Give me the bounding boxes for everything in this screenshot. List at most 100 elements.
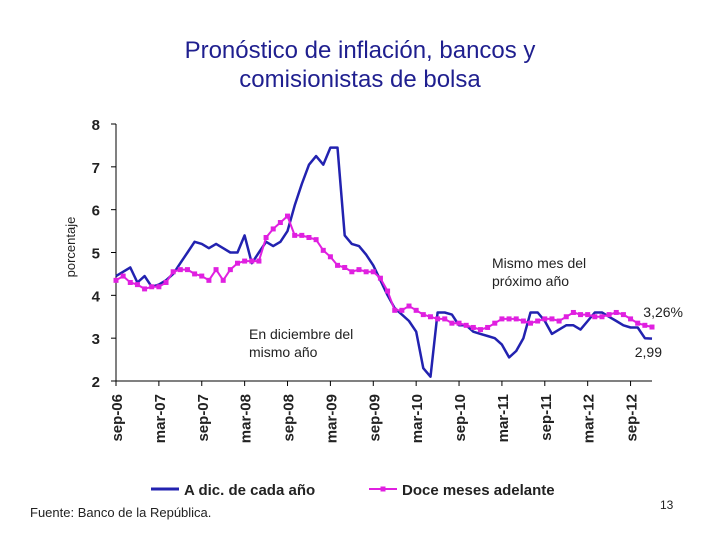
series-point-doce-meses-53 [492,320,498,326]
legend-swatch-doce-meses-marker [380,486,386,492]
x-tick-label-mar-11: mar-11 [495,394,512,442]
series-point-doce-meses-13 [206,277,212,283]
series-point-doce-meses-39 [392,307,398,313]
series-point-doce-meses-60 [542,316,548,322]
series-point-doce-meses-38 [385,288,391,294]
chart-title-line-1: Pronóstico de inflación, bancos y [184,37,536,64]
series-point-doce-meses-31 [335,262,341,268]
series-point-doce-meses-45 [435,316,441,322]
series-point-doce-meses-29 [320,247,326,253]
series-point-doce-meses-19 [249,258,255,264]
series-line-a-dic [115,146,653,378]
x-tick-label-mar-12: mar-12 [581,394,598,443]
x-tick-label-sep-10: sep-10 [452,394,469,442]
series-point-doce-meses-18 [242,258,248,264]
legend-label-a-dic: A dic. de cada año [184,482,315,499]
series-point-doce-meses-1 [120,273,126,279]
series-point-doce-meses-62 [556,318,562,324]
series-point-doce-meses-4 [142,286,148,292]
series-line-doce-meses [115,215,653,331]
series-point-doce-meses-65 [578,312,584,318]
series-point-doce-meses-64 [570,309,576,315]
y-tick-label-4: 4 [92,288,101,305]
series-point-doce-meses-43 [420,312,426,318]
series-point-doce-meses-55 [506,316,512,322]
series-point-doce-meses-35 [363,269,369,275]
series-point-doce-meses-12 [199,273,205,279]
series-point-doce-meses-23 [277,220,283,226]
series-point-doce-meses-26 [299,232,305,238]
series-point-doce-meses-10 [184,267,190,273]
series-point-doce-meses-69 [606,312,612,318]
plot-area: 2 3 4 5 6 7 8 porcentaje sep-06 mar-07 sep-07 mar-0… [63,117,683,499]
series-point-doce-meses-7 [163,279,169,285]
annotation-mismo-mes-line-1: Mismo mes del [492,255,586,271]
series-point-doce-meses-61 [549,316,555,322]
series-point-doce-meses-37 [377,275,383,281]
y-tick-label-8: 8 [92,117,100,134]
series-point-doce-meses-66 [585,312,591,318]
series-point-doce-meses-75 [649,324,655,330]
y-tick-label-2: 2 [92,374,100,391]
series-point-doce-meses-68 [599,314,605,320]
x-tick-label-sep-12: sep-12 [624,394,641,442]
series-point-doce-meses-14 [213,267,219,273]
series-point-doce-meses-59 [535,318,541,324]
x-tick-label-sep-09: sep-09 [366,394,383,442]
series-point-doce-meses-42 [413,307,419,313]
chart-title-line-2: comisionistas de bolsa [239,66,481,93]
series-point-doce-meses-49 [463,322,469,328]
series-point-doce-meses-56 [513,316,519,322]
legend-label-doce-meses: Doce meses adelante [402,482,555,499]
series-point-doce-meses-33 [349,269,355,275]
series-point-doce-meses-11 [192,271,198,277]
y-tick-label-6: 6 [92,203,100,220]
series-point-doce-meses-71 [620,312,626,318]
series-point-doce-meses-3 [134,282,140,288]
x-tick-label-mar-09: mar-09 [323,394,340,443]
series-point-doce-meses-73 [635,320,641,326]
series-point-doce-meses-27 [306,235,312,241]
series-point-doce-meses-32 [342,264,348,270]
series-point-doce-meses-30 [327,254,333,260]
series-point-doce-meses-34 [356,267,362,273]
series-point-doce-meses-57 [520,318,526,324]
annotation-mismo-mes-line-2: próximo año [492,273,569,289]
series-point-doce-meses-0 [113,277,119,283]
series-point-doce-meses-74 [642,322,648,328]
series-point-doce-meses-25 [292,232,298,238]
x-tick-label-mar-08: mar-08 [238,394,255,443]
x-tick-label-mar-10: mar-10 [409,394,426,443]
series-point-doce-meses-6 [156,284,162,290]
series-point-doce-meses-70 [613,309,619,315]
page-number: 13 [660,498,674,512]
series-point-doce-meses-9 [177,267,183,273]
series-point-doce-meses-72 [628,316,634,322]
x-tick-label-sep-11: sep-11 [538,394,555,441]
y-tick-label-3: 3 [92,331,100,348]
series-point-doce-meses-16 [227,267,233,273]
x-tick-label-sep-07: sep-07 [195,394,212,442]
series-point-doce-meses-36 [370,269,376,275]
y-tick-label-5: 5 [92,246,100,263]
series-point-doce-meses-48 [456,320,462,326]
series-point-doce-meses-47 [449,320,455,326]
series-point-doce-meses-5 [149,284,155,290]
annotation-last-doce: 3,26% [643,304,683,320]
series-point-doce-meses-51 [477,327,483,333]
series-point-doce-meses-17 [234,260,240,266]
series-point-doce-meses-20 [256,258,262,264]
x-tick-label-sep-06: sep-06 [109,394,126,442]
series-point-doce-meses-8 [170,269,176,275]
series-point-doce-meses-52 [485,324,491,330]
y-axis-label: porcentaje [63,217,78,278]
series-point-doce-meses-54 [499,316,505,322]
source-note: Fuente: Banco de la República. [30,505,212,520]
x-tick-label-mar-07: mar-07 [152,394,169,443]
series-point-doce-meses-58 [528,320,534,326]
series-point-doce-meses-50 [470,324,476,330]
chart-title: Pronóstico de inflación, bancos y comisi… [60,36,660,94]
series-point-doce-meses-40 [399,307,405,313]
y-tick-label-7: 7 [92,160,100,177]
series-point-doce-meses-44 [427,314,433,320]
